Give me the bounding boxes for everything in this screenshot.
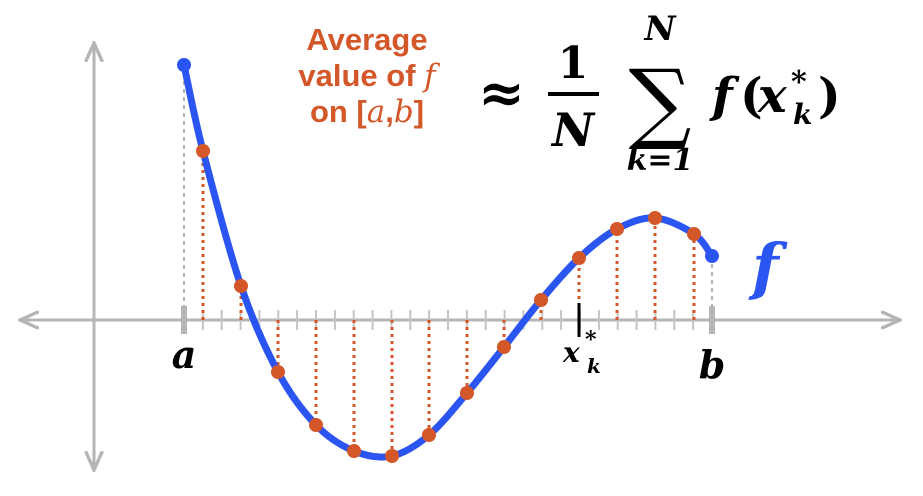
sample-point xyxy=(572,251,586,265)
approx-sign: ≈ xyxy=(478,60,525,126)
curve-endpoint xyxy=(177,58,191,72)
formula-star: * xyxy=(791,65,807,100)
caption-line-1: Average xyxy=(306,22,428,57)
caption-line-3-close: ] xyxy=(413,94,425,129)
sum-lower-limit: k=1 xyxy=(627,143,694,178)
sample-label-star: * xyxy=(585,327,597,353)
formula-f: f xyxy=(709,68,740,124)
formula-k: k xyxy=(793,98,812,131)
curve-label-f: f xyxy=(748,230,788,303)
curve-endpoint xyxy=(705,249,719,263)
caption-function-var: f xyxy=(424,58,436,94)
sample-point xyxy=(648,211,662,225)
label-a: a xyxy=(172,332,197,377)
fraction-numerator: 1 xyxy=(558,38,589,89)
formula-close-paren: ) xyxy=(818,68,841,124)
sample-point xyxy=(385,449,399,463)
caption-line-3: on [a,b] xyxy=(262,94,472,130)
caption-interval-a: a xyxy=(366,94,386,130)
caption-line-3-open: on [ xyxy=(309,94,367,129)
formula-open-paren: ( xyxy=(740,68,763,124)
average-value-caption: Average value of f on [a,b] xyxy=(262,22,472,130)
label-b: b xyxy=(699,342,726,387)
sample-points xyxy=(177,58,719,463)
sample-label-k: k xyxy=(587,354,601,378)
sum-symbol: ∑ xyxy=(629,50,692,153)
sample-point xyxy=(422,428,436,442)
formula-x: x xyxy=(757,68,788,124)
caption-line-2: value of f xyxy=(262,58,472,94)
sample-point xyxy=(687,227,701,241)
sample-point xyxy=(347,444,361,458)
sample-point xyxy=(271,365,285,379)
sample-point xyxy=(196,144,210,158)
caption-interval-b: b xyxy=(393,94,414,130)
sample-point xyxy=(309,418,323,432)
endpoint-guide-lines xyxy=(183,65,713,320)
average-formula: ≈ 1 N N ∑ k=1 f ( x * k ) xyxy=(478,9,841,178)
sample-point xyxy=(610,222,624,236)
sum-upper-limit: N xyxy=(643,9,677,49)
caption-interval-sep: , xyxy=(385,94,394,129)
label-sample-point: x * k xyxy=(562,327,601,378)
sample-point xyxy=(534,293,548,307)
sample-label-x: x xyxy=(562,336,580,369)
fraction-denominator: N xyxy=(550,103,596,157)
sample-point xyxy=(497,340,511,354)
caption-line-2-text: value of xyxy=(298,58,425,93)
sample-point xyxy=(460,386,474,400)
sample-point xyxy=(234,279,248,293)
